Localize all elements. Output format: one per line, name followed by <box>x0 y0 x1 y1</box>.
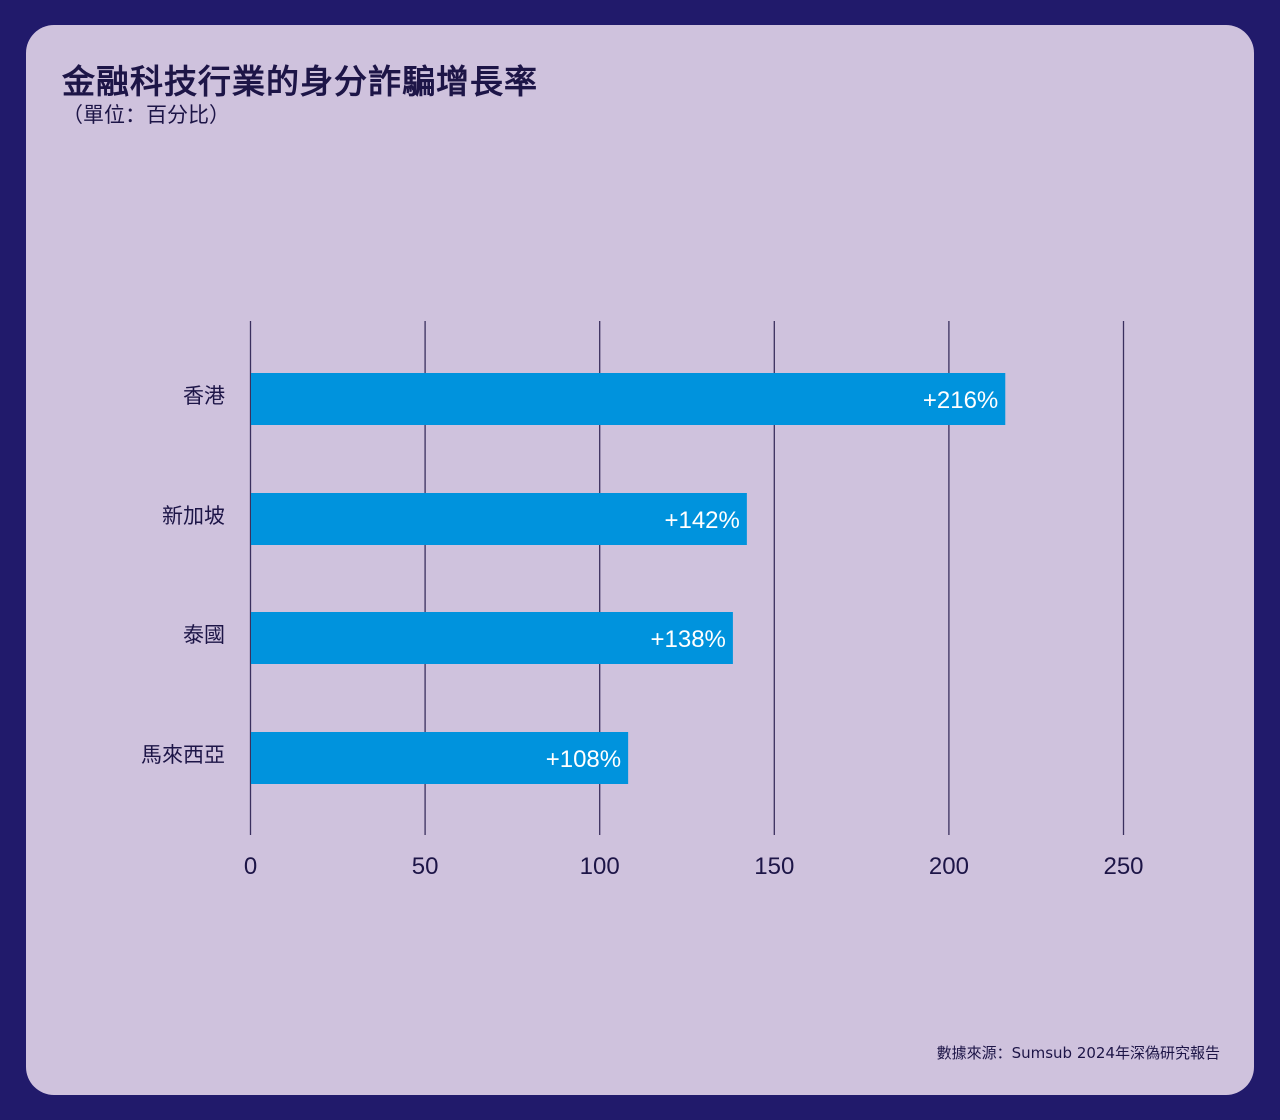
bar <box>251 612 733 664</box>
x-tick-label: 200 <box>929 853 969 880</box>
bar <box>251 732 629 784</box>
category-label: 香港 <box>183 384 225 408</box>
bar-data-label: +216% <box>923 387 998 414</box>
source-note: 數據來源：Sumsub 2024年深偽研究報告 <box>936 1044 1220 1062</box>
category-label: 泰國 <box>183 623 225 647</box>
chart-subtitle: （單位：百分比） <box>62 103 230 127</box>
x-tick-labels: 0 50 100 150 200 250 <box>244 853 1144 880</box>
category-label: 新加坡 <box>162 504 225 528</box>
bar-data-label: +108% <box>546 746 621 773</box>
x-tick-label: 0 <box>244 853 257 880</box>
bar <box>251 373 1006 425</box>
x-tick-label: 150 <box>754 853 794 880</box>
chart-card: 金融科技行業的身分詐騙增長率 （單位：百分比） 數據來源：Sumsub 2024… <box>26 25 1254 1095</box>
x-tick-label: 50 <box>412 853 439 880</box>
bar <box>251 493 747 545</box>
bar-data-label: +138% <box>650 626 725 653</box>
category-label: 馬來西亞 <box>141 743 225 767</box>
chart-title: 金融科技行業的身分詐騙增長率 <box>62 62 538 101</box>
bar-data-label: +142% <box>664 507 739 534</box>
x-tick-label: 100 <box>580 853 620 880</box>
x-tick-label: 250 <box>1103 853 1143 880</box>
bars: +216% +142% +138% +108% <box>251 373 1006 784</box>
